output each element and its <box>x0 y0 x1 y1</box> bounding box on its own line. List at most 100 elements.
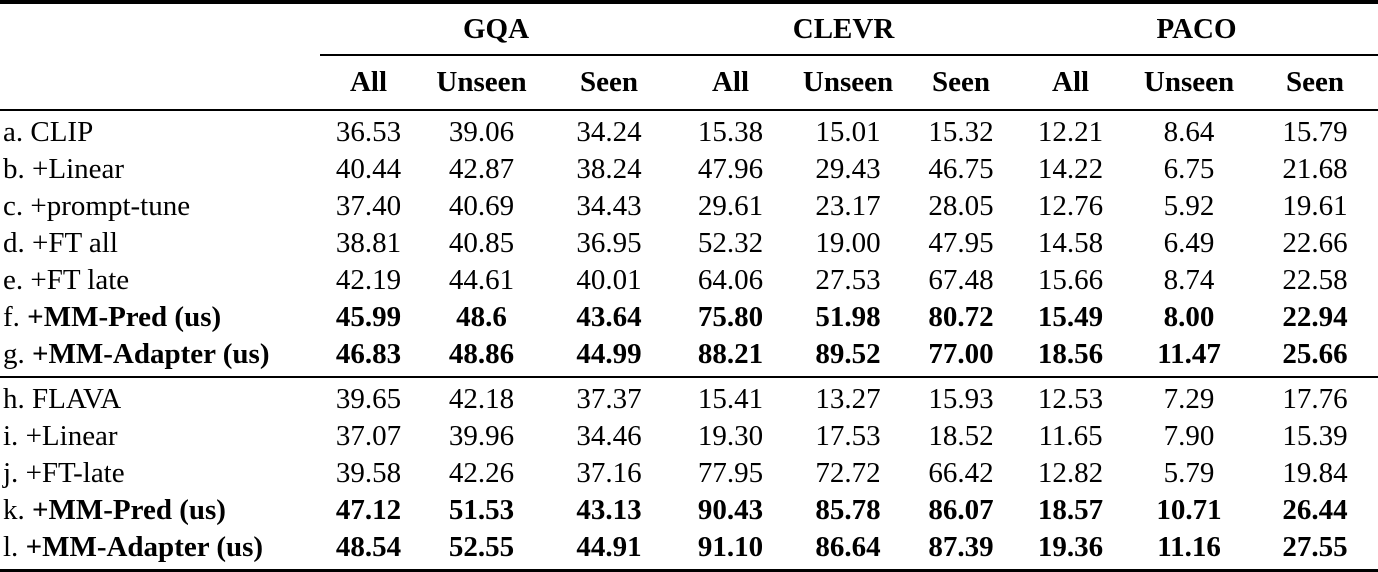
row-method-name: +Linear <box>32 153 125 185</box>
row-letter: l. <box>3 531 19 563</box>
group-header-paco: PACO <box>1015 2 1378 56</box>
row-method-name: +Linear <box>25 420 118 452</box>
value-cell: 14.58 <box>1037 227 1104 259</box>
value-cell: 8.64 <box>1163 116 1215 148</box>
row-label-cell: d. +FT all <box>0 225 320 262</box>
table-row: j. +FT-late 39.58 42.26 37.16 77.95 72.7… <box>0 455 1378 492</box>
value-cell: 80.72 <box>928 301 994 333</box>
row-label-cell: g. +MM-Adapter (us) <box>0 336 320 377</box>
value-cell: 39.65 <box>320 376 417 418</box>
value-cell: 15.01 <box>815 116 881 148</box>
value-cell: 37.16 <box>576 457 642 489</box>
value-cell: 17.53 <box>815 420 881 452</box>
value-cell: 52.55 <box>448 531 515 563</box>
value-cell: 52.32 <box>697 227 764 259</box>
value-cell: 17.76 <box>1252 376 1378 418</box>
value-cell: 40.69 <box>448 190 515 222</box>
value-cell: 91.10 <box>697 531 764 563</box>
value-cell: 22.66 <box>1282 227 1348 259</box>
value-cell: 47.12 <box>335 494 402 526</box>
value-cell: 11.16 <box>1157 531 1221 563</box>
value-cell: 12.21 <box>1037 116 1104 148</box>
value-cell: 19.84 <box>1282 457 1348 489</box>
table-row-ours: k. +MM-Pred (us) 47.12 51.53 43.13 90.43… <box>0 492 1378 529</box>
value-cell: 42.18 <box>417 376 546 418</box>
value-cell: 64.06 <box>697 264 764 296</box>
table-row-ours: l. +MM-Adapter (us) 48.54 52.55 44.91 91… <box>0 529 1378 571</box>
table-row: b. +Linear 40.44 42.87 38.24 47.96 29.43… <box>0 151 1378 188</box>
clip-section: a. CLIP 36.53 39.06 34.24 15.38 15.01 15… <box>0 110 1378 377</box>
sub-header: Seen <box>1252 55 1378 111</box>
sub-header: Seen <box>907 55 1016 111</box>
value-cell: 48.6 <box>456 301 507 333</box>
value-cell: 28.05 <box>928 190 994 222</box>
value-cell: 18.52 <box>928 420 994 452</box>
value-cell: 39.96 <box>448 420 515 452</box>
value-cell: 36.95 <box>576 227 642 259</box>
row-label-cell: e. +FT late <box>0 262 320 299</box>
row-label-cell: h. FLAVA <box>0 376 320 418</box>
row-letter: e. <box>3 264 24 296</box>
value-cell: 11.65 <box>1038 420 1103 452</box>
sub-header: Seen <box>546 55 673 111</box>
value-cell: 19.61 <box>1282 190 1348 222</box>
value-cell: 36.53 <box>335 116 402 148</box>
value-cell: 75.80 <box>697 301 764 333</box>
row-label-cell: l. +MM-Adapter (us) <box>0 529 320 571</box>
sub-header-row: All Unseen Seen All Unseen Seen All Unse… <box>0 55 1378 111</box>
value-cell: 34.43 <box>576 190 642 222</box>
group-header-clevr: CLEVR <box>672 2 1016 56</box>
sub-header: All <box>672 55 790 111</box>
value-cell: 86.64 <box>815 531 881 563</box>
row-letter: f. <box>3 301 20 333</box>
value-cell: 42.87 <box>448 153 515 185</box>
value-cell: 7.29 <box>1126 376 1253 418</box>
value-cell: 15.49 <box>1037 301 1104 333</box>
value-cell: 19.36 <box>1037 531 1104 563</box>
value-cell: 67.48 <box>928 264 994 296</box>
group-header-gqa: GQA <box>320 2 673 56</box>
row-label-cell: i. +Linear <box>0 418 320 455</box>
value-cell: 90.43 <box>697 494 764 526</box>
value-cell: 48.86 <box>448 338 515 370</box>
value-cell: 46.75 <box>928 153 994 185</box>
row-letter: h. <box>3 383 25 415</box>
value-cell: 29.61 <box>697 190 764 222</box>
row-label-cell: j. +FT-late <box>0 455 320 492</box>
row-method-name: FLAVA <box>32 383 122 415</box>
value-cell: 15.38 <box>697 116 764 148</box>
value-cell: 5.79 <box>1163 457 1215 489</box>
value-cell: 44.91 <box>576 531 642 563</box>
row-method-name: +FT all <box>32 227 118 259</box>
value-cell: 77.00 <box>928 338 994 370</box>
row-method-name: +MM-Adapter (us) <box>25 531 264 563</box>
value-cell: 77.95 <box>697 457 764 489</box>
flava-section: h. FLAVA 39.65 42.18 37.37 15.41 13.27 1… <box>0 376 1378 571</box>
value-cell: 5.92 <box>1163 190 1215 222</box>
value-cell: 37.07 <box>335 420 402 452</box>
value-cell: 86.07 <box>928 494 994 526</box>
value-cell: 37.37 <box>546 376 673 418</box>
value-cell: 23.17 <box>815 190 881 222</box>
row-label-cell: k. +MM-Pred (us) <box>0 492 320 529</box>
value-cell: 43.13 <box>576 494 642 526</box>
value-cell: 29.43 <box>815 153 881 185</box>
table-header: GQA CLEVR PACO All Unseen Seen All Unsee… <box>0 2 1378 111</box>
value-cell: 38.81 <box>335 227 402 259</box>
value-cell: 47.96 <box>697 153 764 185</box>
value-cell: 15.39 <box>1282 420 1348 452</box>
value-cell: 40.01 <box>576 264 642 296</box>
row-letter: k. <box>3 494 25 526</box>
value-cell: 51.53 <box>448 494 515 526</box>
value-cell: 89.52 <box>815 338 881 370</box>
value-cell: 10.71 <box>1156 494 1222 526</box>
row-method-name: +FT-late <box>25 457 125 489</box>
value-cell: 42.26 <box>448 457 515 489</box>
value-cell: 8.00 <box>1163 301 1215 333</box>
row-method-name: +prompt-tune <box>30 190 191 222</box>
value-cell: 43.64 <box>576 301 642 333</box>
value-cell: 87.39 <box>928 531 994 563</box>
value-cell: 39.58 <box>335 457 402 489</box>
value-cell: 6.49 <box>1163 227 1215 259</box>
row-letter: j. <box>3 457 19 489</box>
